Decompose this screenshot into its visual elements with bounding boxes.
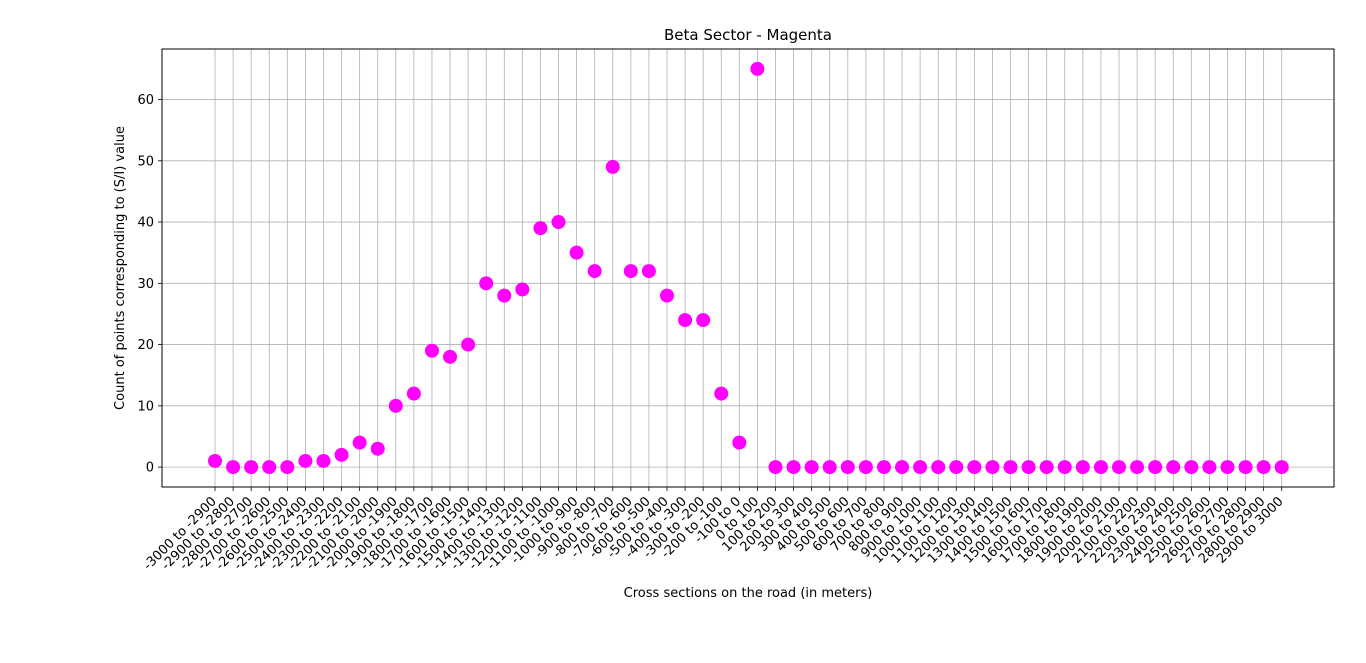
data-point [623, 264, 638, 279]
data-point [804, 460, 819, 475]
data-point [1238, 460, 1253, 475]
y-tick-label: 40 [137, 216, 154, 231]
data-point [786, 460, 801, 475]
data-point [858, 460, 873, 475]
data-point [949, 460, 964, 475]
y-tick-label: 60 [137, 93, 154, 108]
y-axis-label: Count of points corresponding to (S/I) v… [113, 126, 128, 410]
data-point [1003, 460, 1018, 475]
data-point [660, 288, 674, 303]
data-point [1039, 460, 1054, 475]
data-point [569, 245, 584, 260]
x-axis-label: Cross sections on the road (in meters) [624, 586, 873, 601]
data-point [1166, 460, 1181, 475]
data-point [913, 460, 928, 475]
data-point [985, 460, 1000, 475]
data-point [1184, 460, 1199, 475]
data-point [931, 460, 946, 475]
data-point [1057, 460, 1072, 475]
data-point [605, 159, 620, 174]
data-point [262, 460, 277, 475]
data-point [1075, 460, 1090, 475]
data-point [334, 447, 349, 462]
chart-title: Beta Sector - Magenta [664, 26, 832, 44]
data-point [750, 61, 765, 76]
data-point [316, 453, 331, 468]
data-point [424, 343, 439, 358]
data-point [280, 460, 295, 475]
x-axis-ticks: -3000 to -2900-2900 to -2800-2800 to -27… [141, 487, 1287, 573]
data-point [479, 276, 494, 291]
y-tick-label: 0 [146, 461, 154, 476]
data-point [497, 288, 512, 303]
data-point [1112, 460, 1126, 475]
data-point [895, 460, 910, 475]
data-point [714, 386, 729, 401]
data-point [1202, 460, 1217, 475]
y-tick-label: 20 [137, 338, 154, 353]
data-point [1256, 460, 1271, 475]
data-point [208, 453, 222, 468]
y-tick-label: 10 [137, 399, 154, 414]
data-point [1148, 460, 1163, 475]
data-point [1130, 460, 1145, 475]
data-point [822, 460, 837, 475]
plot-frame [161, 48, 1335, 488]
data-point [1220, 460, 1235, 475]
data-point [370, 441, 385, 456]
data-point [1093, 460, 1108, 475]
data-point [298, 453, 313, 468]
data-points [208, 61, 1289, 475]
data-point [533, 221, 548, 236]
data-point [587, 264, 602, 279]
data-point [244, 460, 259, 475]
data-point [876, 460, 891, 475]
data-point [696, 313, 711, 328]
data-point [515, 282, 530, 297]
data-point [641, 264, 656, 279]
grid-lines [162, 49, 1334, 487]
data-point [352, 435, 367, 450]
y-axis-ticks: 0 10 20 30 40 50 60 [137, 93, 162, 476]
data-point [226, 460, 241, 475]
data-point [406, 386, 421, 401]
data-point [768, 460, 783, 475]
data-point [443, 349, 458, 364]
data-point [551, 215, 566, 230]
y-tick-label: 30 [137, 277, 154, 292]
data-point [678, 313, 693, 328]
data-point [1021, 460, 1036, 475]
data-point [967, 460, 982, 475]
data-point [1274, 460, 1289, 475]
data-point [840, 460, 855, 475]
data-point [388, 398, 403, 413]
y-tick-label: 50 [137, 154, 154, 169]
data-point [732, 435, 747, 450]
data-point [461, 337, 476, 352]
